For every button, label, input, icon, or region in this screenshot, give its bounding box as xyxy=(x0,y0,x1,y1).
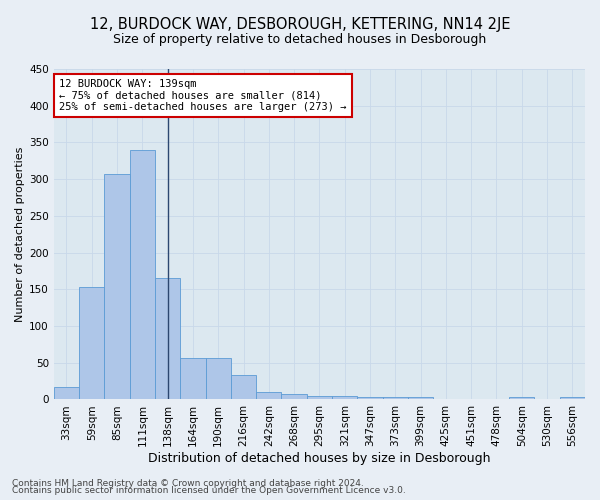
Bar xyxy=(155,278,180,400)
Bar xyxy=(180,358,206,400)
Bar xyxy=(206,358,231,400)
Text: 12, BURDOCK WAY, DESBOROUGH, KETTERING, NN14 2JE: 12, BURDOCK WAY, DESBOROUGH, KETTERING, … xyxy=(90,18,510,32)
Bar xyxy=(307,396,332,400)
Bar xyxy=(130,150,155,400)
Text: Contains HM Land Registry data © Crown copyright and database right 2024.: Contains HM Land Registry data © Crown c… xyxy=(12,478,364,488)
Text: 12 BURDOCK WAY: 139sqm
← 75% of detached houses are smaller (814)
25% of semi-de: 12 BURDOCK WAY: 139sqm ← 75% of detached… xyxy=(59,79,347,112)
Bar xyxy=(231,375,256,400)
Bar xyxy=(332,396,358,400)
Bar xyxy=(408,396,433,400)
Bar xyxy=(54,387,79,400)
Bar xyxy=(509,396,535,400)
Bar xyxy=(79,287,104,400)
Bar xyxy=(104,174,130,400)
X-axis label: Distribution of detached houses by size in Desborough: Distribution of detached houses by size … xyxy=(148,452,491,465)
Bar xyxy=(383,396,408,400)
Bar xyxy=(281,394,307,400)
Text: Size of property relative to detached houses in Desborough: Size of property relative to detached ho… xyxy=(113,32,487,46)
Bar xyxy=(256,392,281,400)
Bar xyxy=(358,396,383,400)
Text: Contains public sector information licensed under the Open Government Licence v3: Contains public sector information licen… xyxy=(12,486,406,495)
Bar xyxy=(560,396,585,400)
Y-axis label: Number of detached properties: Number of detached properties xyxy=(15,146,25,322)
